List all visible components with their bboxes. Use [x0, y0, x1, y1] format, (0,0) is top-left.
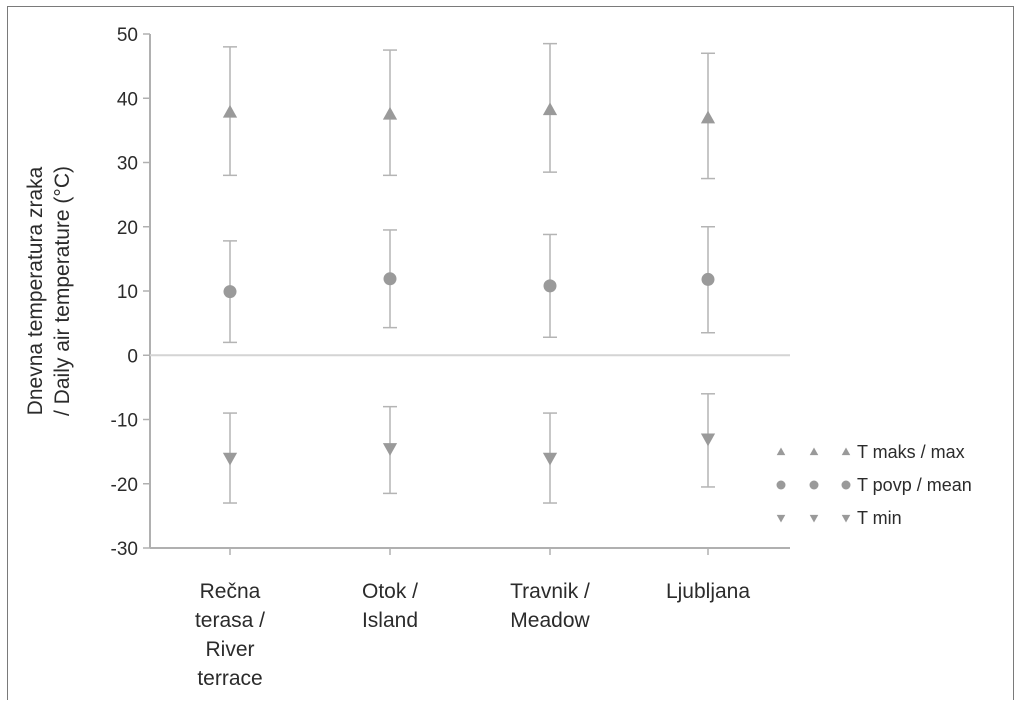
legend-marker [841, 447, 851, 456]
legend-marker [776, 480, 786, 490]
figure-frame [7, 6, 1014, 700]
legend-label: T povp / mean [857, 475, 972, 495]
chart-marks [222, 42, 716, 504]
y-tick-label: 30 [117, 154, 138, 175]
x-tick-label: Ljubljana [666, 580, 750, 603]
legend-marker [776, 514, 786, 523]
y-tick-label: 20 [117, 218, 138, 239]
mean-point [543, 279, 557, 293]
x-tick-label: Travnik / Meadow [510, 580, 590, 632]
mean-point [223, 285, 237, 299]
min-point [382, 443, 398, 456]
y-tick-label: -20 [111, 475, 138, 496]
legend-marker [809, 447, 819, 456]
x-tick-label: Rečna terasa / River terrace [195, 580, 265, 690]
y-tick-label: 50 [117, 25, 138, 46]
legend: T maks / max T povp / mean T min [776, 442, 972, 528]
legend-marker [776, 447, 786, 456]
legend-marker [841, 514, 851, 523]
mean-point [383, 272, 397, 286]
legend-label: T maks / max [857, 442, 965, 462]
max-point [542, 102, 558, 116]
y-tick-label: 0 [127, 346, 138, 367]
y-tick-label: -30 [111, 539, 138, 560]
y-tick-label: -10 [111, 411, 138, 432]
max-point [222, 104, 238, 118]
legend-marker [841, 480, 851, 490]
x-tick-label: Otok / Island [362, 580, 418, 632]
min-point [700, 433, 716, 447]
legend-marker [809, 514, 819, 523]
y-tick-label: 10 [117, 282, 138, 303]
max-point [700, 110, 716, 124]
y-axis-label: Dnevna temperatura zraka / Daily air temp… [24, 166, 74, 416]
axes: -30 -20 -10 0 10 20 30 40 50 Rečna terasa / River te… [24, 25, 790, 690]
min-point [222, 452, 238, 466]
mean-point [701, 272, 715, 286]
max-point [382, 106, 398, 120]
y-tick-label: 40 [117, 89, 138, 110]
legend-label: T min [857, 508, 902, 528]
legend-marker [809, 480, 819, 490]
min-point [542, 452, 558, 466]
